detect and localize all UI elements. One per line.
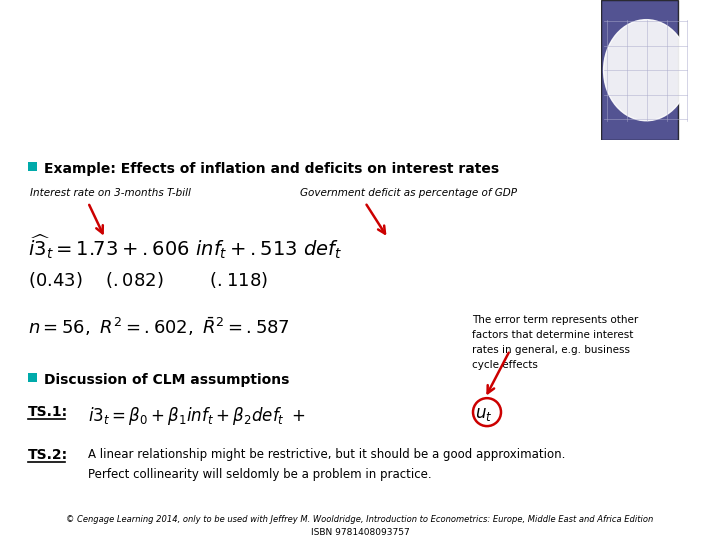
Text: © Cengage Learning 2014, only to be used with Jeffrey M. Wooldridge, Introductio: © Cengage Learning 2014, only to be used… <box>66 515 654 524</box>
FancyBboxPatch shape <box>601 0 678 140</box>
Bar <box>28 163 37 171</box>
Text: Basic Regression Analysis: Basic Regression Analysis <box>24 90 492 121</box>
Text: TS.1:: TS.1: <box>28 405 68 419</box>
Text: $(0.43)\ \ \ \ (.082)\ \ \ \ \ \ \ \ (.118)$: $(0.43)\ \ \ \ (.082)\ \ \ \ \ \ \ \ (.1… <box>28 270 268 291</box>
Circle shape <box>603 19 689 121</box>
Text: Interest rate on 3-months T-bill: Interest rate on 3-months T-bill <box>30 188 191 198</box>
Text: $n = 56,\ R^2 = .602,\ \bar{R}^2 = .587$: $n = 56,\ R^2 = .602,\ \bar{R}^2 = .587$ <box>28 315 290 338</box>
Text: The error term represents other
factors that determine interest
rates in general: The error term represents other factors … <box>472 315 638 369</box>
Text: Analyzing Time Series:: Analyzing Time Series: <box>24 31 435 62</box>
Text: A linear relationship might be restrictive, but it should be a good approximatio: A linear relationship might be restricti… <box>88 448 565 481</box>
Text: TS.2:: TS.2: <box>28 448 68 462</box>
Text: $u_t$: $u_t$ <box>475 405 492 423</box>
Text: $\widehat{i3}_t = 1.73 + .606\ \mathit{inf}_t + .513\ \mathit{def}_t$: $\widehat{i3}_t = 1.73 + .606\ \mathit{i… <box>28 232 342 261</box>
Text: Example: Effects of inflation and deficits on interest rates: Example: Effects of inflation and defici… <box>44 163 499 177</box>
Text: ISBN 9781408093757: ISBN 9781408093757 <box>310 528 410 537</box>
Text: Discussion of CLM assumptions: Discussion of CLM assumptions <box>44 373 289 387</box>
Bar <box>28 373 37 382</box>
Text: Government deficit as percentage of GDP: Government deficit as percentage of GDP <box>300 188 517 198</box>
Text: $i3_t = \beta_0 + \beta_1\mathit{inf}_t + \beta_2\mathit{def}_t\ +$: $i3_t = \beta_0 + \beta_1\mathit{inf}_t … <box>88 405 306 427</box>
